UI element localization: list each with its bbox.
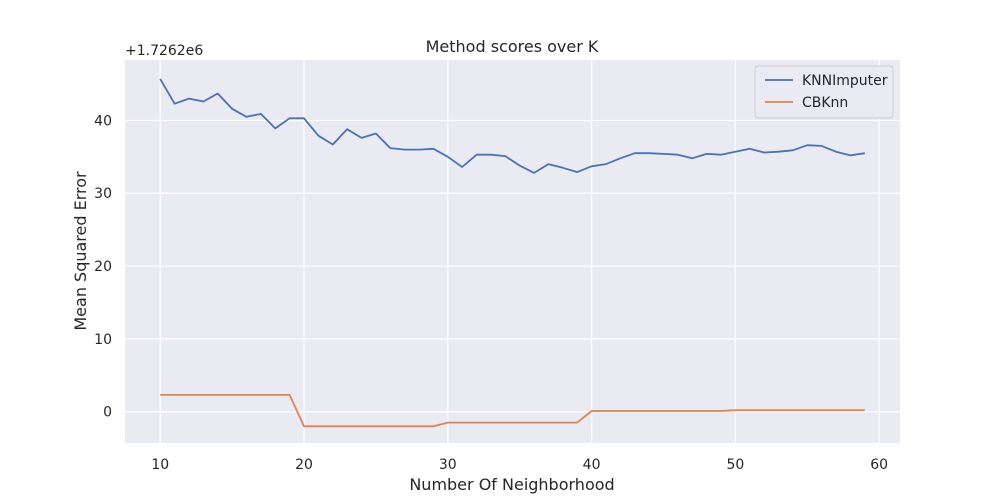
y-tick-label: 20	[94, 259, 112, 275]
series-lines	[159, 78, 865, 428]
legend-label-cbknn: CBKnn	[802, 95, 848, 111]
x-tick-label: 20	[295, 457, 313, 473]
tick-labels: 10 20 30 40 50 60 0 10 20 30 40	[94, 113, 888, 473]
x-tick-label: 60	[870, 457, 888, 473]
y-tick-label: 10	[94, 332, 112, 348]
legend-box	[754, 65, 894, 119]
y-axis-title: Mean Squared Error	[71, 171, 90, 331]
x-tick-label: 10	[151, 457, 169, 473]
series-line-knnimputer	[159, 78, 865, 174]
series-line-cbknn	[160, 393, 865, 428]
x-tick-label: 50	[726, 457, 744, 473]
y-axis-offset: +1.7262e6	[125, 43, 203, 59]
y-tick-label: 0	[103, 405, 112, 421]
x-axis-title: Number Of Neighborhood	[409, 475, 614, 494]
x-tick-label: 40	[583, 457, 601, 473]
y-tick-label: 30	[94, 186, 112, 202]
y-tick-label: 40	[94, 113, 112, 129]
legend: KNNImputer CBKnn	[754, 65, 894, 119]
chart-title: Method scores over K	[426, 37, 599, 56]
grid-lines	[125, 60, 900, 443]
legend-label-knnimputer: KNNImputer	[802, 73, 888, 89]
x-tick-label: 30	[439, 457, 457, 473]
plot-area	[125, 60, 900, 443]
